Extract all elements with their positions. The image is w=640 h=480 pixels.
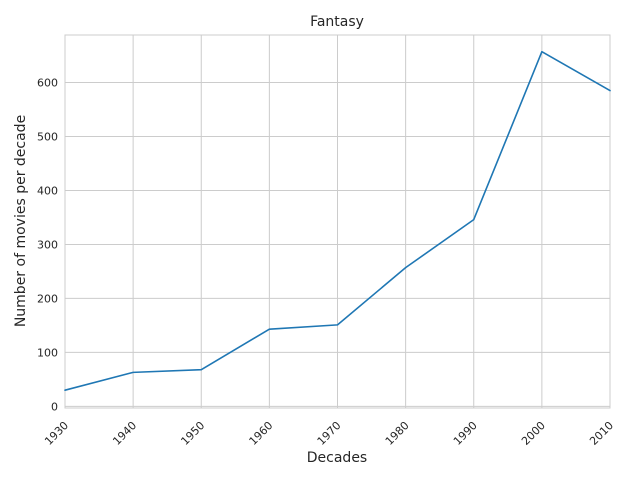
y-tick-label: 100 [37, 346, 58, 359]
x-tick-label: 2010 [587, 419, 616, 448]
x-axis-label: Decades [307, 450, 367, 466]
x-tick-label: 2000 [519, 419, 548, 448]
y-axis-label: Number of movies per decade [13, 115, 29, 327]
x-tick-labels: 1930 1940 1950 1960 1970 1980 1990 2000 2010 [42, 419, 616, 448]
chart-title: Fantasy [310, 14, 364, 30]
x-tick-label: 1980 [383, 419, 412, 448]
y-tick-labels: 0 100 200 300 400 500 600 [37, 77, 58, 414]
x-tick-label: 1970 [315, 419, 344, 448]
x-tick-label: 1960 [247, 419, 276, 448]
grid [64, 35, 611, 408]
y-tick-label: 300 [37, 238, 58, 251]
x-tick-label: 1930 [42, 419, 71, 448]
y-tick-label: 200 [37, 292, 58, 305]
x-tick-label: 1990 [451, 419, 480, 448]
series-line [64, 50, 611, 391]
series-layer [64, 50, 611, 391]
x-tick-label: 1950 [178, 419, 207, 448]
x-tick-label: 1940 [110, 419, 139, 448]
y-tick-label: 400 [37, 184, 58, 197]
y-tick-label: 0 [51, 400, 58, 413]
plot-frame [64, 34, 611, 409]
y-tick-label: 600 [37, 77, 58, 90]
y-tick-label: 500 [37, 130, 58, 143]
